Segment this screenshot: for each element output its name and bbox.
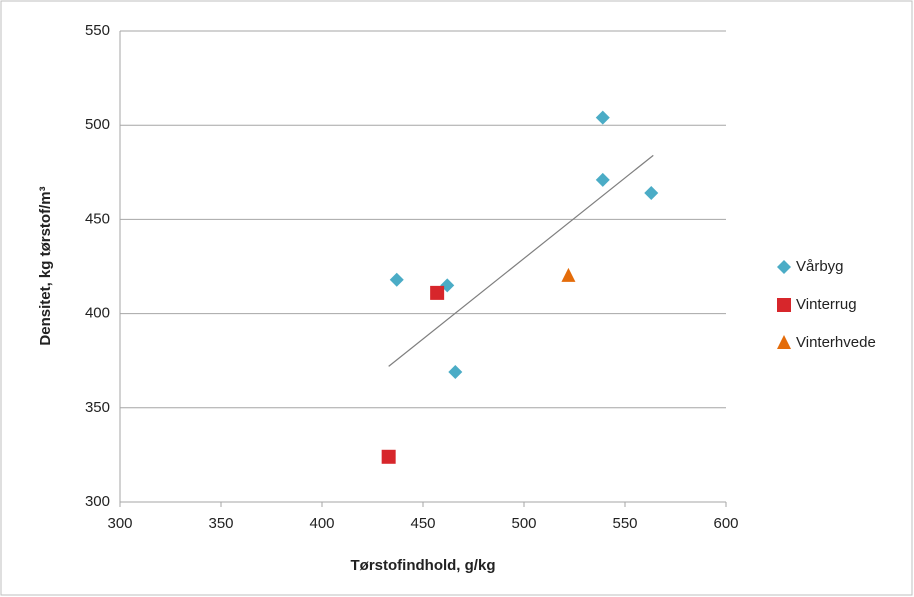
marker — [595, 110, 610, 125]
y-tick-label: 550 — [85, 22, 110, 39]
legend-label: Vårbyg — [796, 258, 844, 275]
x-tick-label: 350 — [208, 515, 233, 532]
y-tick-label: 400 — [85, 305, 110, 322]
marker — [430, 285, 445, 300]
marker — [595, 172, 610, 187]
x-tick-label: 550 — [612, 515, 637, 532]
legend-label: Vinterrug — [796, 296, 857, 313]
x-tick-label: 400 — [309, 515, 334, 532]
y-tick-label: 450 — [85, 210, 110, 227]
marker — [381, 449, 396, 464]
y-tick-label: 350 — [85, 399, 110, 416]
x-tick-label: 450 — [410, 515, 435, 532]
marker — [389, 272, 404, 287]
x-axis-title: Tørstofindhold, g/kg — [351, 557, 496, 574]
x-tick-label: 300 — [107, 515, 132, 532]
x-tick-label: 500 — [511, 515, 536, 532]
legend-marker — [777, 335, 791, 349]
legend-marker — [777, 298, 791, 312]
y-axis-title: Densitet, kg tørstof/m³ — [37, 186, 54, 345]
legend-marker — [777, 260, 791, 274]
y-tick-label: 300 — [85, 493, 110, 510]
marker — [448, 365, 463, 380]
x-tick-label: 600 — [713, 515, 738, 532]
marker — [644, 186, 659, 201]
legend-label: Vinterhvede — [796, 334, 876, 351]
marker — [561, 267, 576, 282]
trendline — [388, 154, 654, 367]
y-tick-label: 500 — [85, 116, 110, 133]
